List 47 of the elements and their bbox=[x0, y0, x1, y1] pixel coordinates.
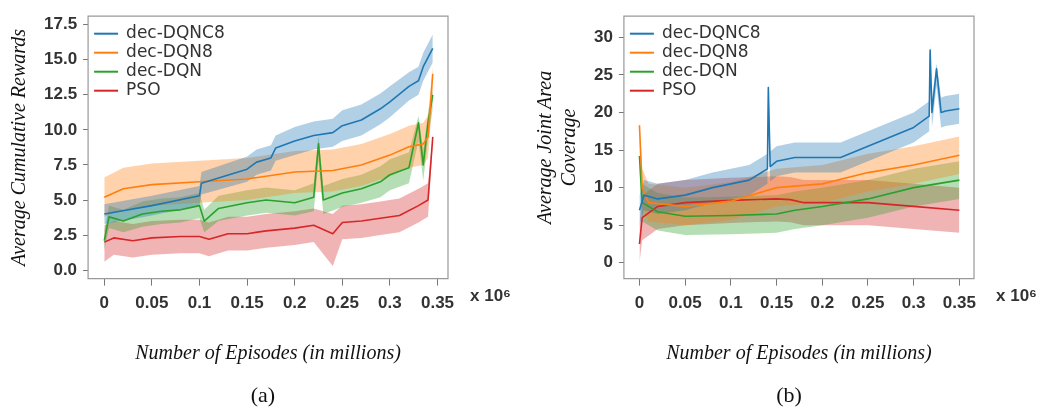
y-tick-label: 0 bbox=[603, 252, 613, 272]
x-tick-label: 0 bbox=[634, 293, 645, 313]
x-tick-label: 0.1 bbox=[187, 293, 212, 313]
legend-label: dec-DQN bbox=[126, 60, 203, 81]
y-tick-label: 0.0 bbox=[53, 259, 78, 279]
x-tick-label: 0.2 bbox=[282, 293, 307, 313]
x-tick-label: 0.1 bbox=[719, 293, 743, 313]
y-tick-label: 5.0 bbox=[53, 189, 78, 209]
y-tick-label: 10.0 bbox=[43, 119, 78, 139]
y-tick-label: 15 bbox=[593, 139, 613, 159]
legend-label: dec-DQN8 bbox=[661, 41, 749, 62]
y-axis-title: Average Cumulative Rewards bbox=[7, 28, 31, 268]
x-tick-label: 0.05 bbox=[668, 293, 702, 313]
x-tick-label: 0.35 bbox=[942, 293, 976, 313]
y-tick-label: 2.5 bbox=[53, 224, 78, 244]
x-tick-label: 0.15 bbox=[230, 293, 264, 313]
legend-label: dec-DQNC8 bbox=[126, 22, 225, 43]
x-tick-label: 0.15 bbox=[760, 293, 794, 313]
x-axis-title: Number of Episodes (in millions) bbox=[665, 341, 933, 365]
x-tick-label: 0.3 bbox=[901, 293, 926, 313]
y-tick-label: 20 bbox=[593, 102, 613, 122]
x-tick-label: 0.05 bbox=[135, 293, 169, 313]
x-axis-title: Number of Episodes (in millions) bbox=[134, 341, 402, 365]
x-tick-label: 0.25 bbox=[325, 293, 359, 313]
y-axis-title: Average Joint Area Coverage bbox=[533, 70, 581, 227]
x-tick-label: 0.3 bbox=[378, 293, 402, 313]
legend-label: PSO bbox=[661, 79, 697, 100]
y-tick-label: 17.5 bbox=[43, 14, 78, 34]
x-tick-label: 0 bbox=[99, 293, 110, 313]
y-tick-label: 5 bbox=[603, 214, 613, 234]
text: x 10⁶ bbox=[470, 286, 511, 306]
y-tick-label: 15.0 bbox=[43, 49, 78, 69]
legend-label: dec-DQN8 bbox=[126, 41, 213, 62]
text: (a) bbox=[249, 382, 277, 408]
y-tick-label: 12.5 bbox=[43, 84, 78, 104]
legend-label: dec-DQNC8 bbox=[661, 22, 761, 43]
y-tick-label: 7.5 bbox=[53, 154, 78, 174]
text: x 10⁶ bbox=[996, 286, 1037, 306]
text: (b) bbox=[775, 382, 803, 408]
legend-label: PSO bbox=[126, 79, 161, 100]
x-tick-label: 0.2 bbox=[810, 293, 835, 313]
x-tick-label: 0.25 bbox=[851, 293, 885, 313]
y-tick-label: 30 bbox=[593, 26, 613, 46]
y-tick-label: 25 bbox=[593, 64, 613, 84]
y-tick-label: 10 bbox=[593, 177, 613, 197]
legend-label: dec-DQN bbox=[661, 60, 738, 81]
x-tick-label: 0.35 bbox=[420, 293, 455, 313]
